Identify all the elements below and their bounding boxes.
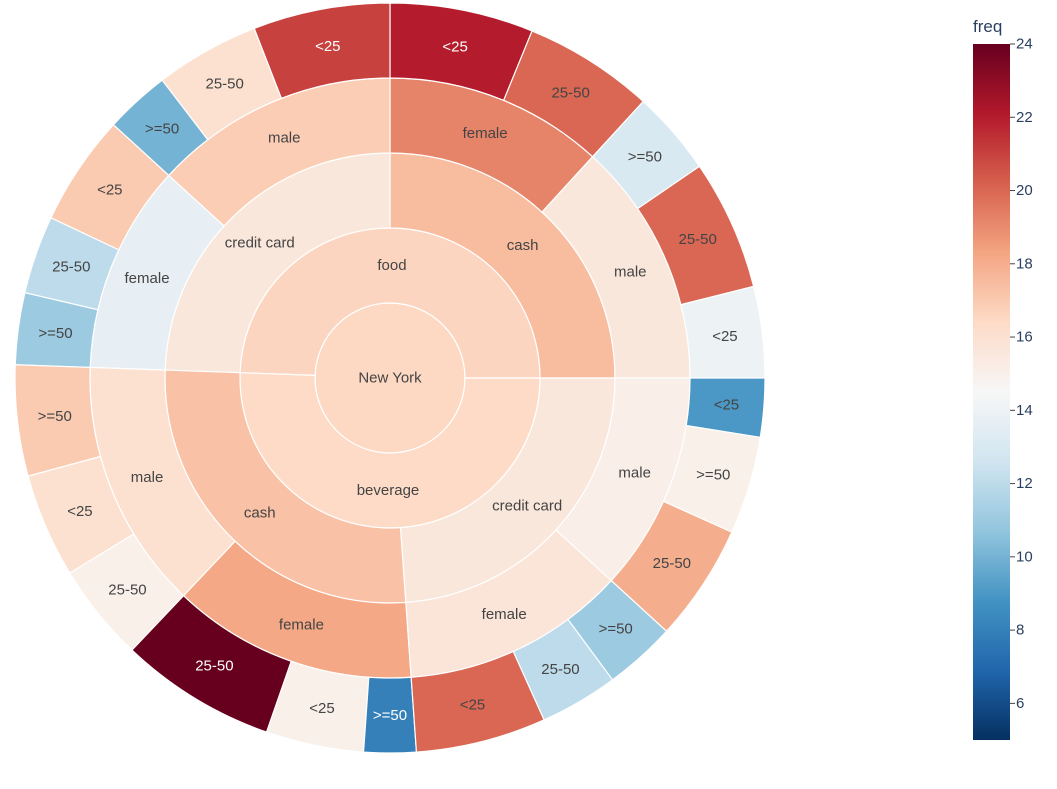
segment-beverage-credit-card-male-lt25[interactable] <box>685 377 766 439</box>
segment-label-food-credit-card-male-gte50: >=50 <box>145 121 179 138</box>
colorbar-tick-label: 18 <box>1016 255 1033 272</box>
segment-label-beverage-cash-female-25-50: 25-50 <box>195 658 233 675</box>
segment-label-beverage-credit-card-male-25-50: 25-50 <box>653 555 691 572</box>
colorbar-tick-label: 10 <box>1016 548 1033 565</box>
segment-label-food-credit-card-female-gte50: >=50 <box>38 325 72 342</box>
segment-label-beverage-cash-male-gte50: >=50 <box>38 408 72 425</box>
segment-label-food-cash-male-25-50: 25-50 <box>678 231 716 248</box>
segment-label-beverage-credit-card-female-gte50: >=50 <box>599 620 633 637</box>
colorbar-gradient <box>973 44 1010 740</box>
colorbar-tick-label: 20 <box>1016 182 1033 199</box>
segment-label-food-cash-female: female <box>463 125 508 142</box>
segment-label-food-credit-card-male: male <box>268 129 301 146</box>
segment-label-beverage: beverage <box>357 482 420 499</box>
segment-label-food-credit-card-female: female <box>125 270 170 287</box>
segment-label-beverage-cash-female: female <box>279 617 324 634</box>
segment-label-beverage-credit-card-male: male <box>618 465 651 482</box>
segment-label-beverage-cash-female-lt25: <25 <box>309 700 334 717</box>
colorbar-tick-label: 22 <box>1016 109 1033 126</box>
segment-label-food-cash-male-lt25: <25 <box>712 328 737 345</box>
segment-label-food-credit-card-female-25-50: 25-50 <box>52 258 90 275</box>
colorbar-title: freq <box>973 17 1002 36</box>
colorbar-tick-label: 8 <box>1016 622 1024 639</box>
segment-label-beverage-cash-male-25-50: 25-50 <box>108 582 146 599</box>
segment-label-food-credit-card: credit card <box>225 235 295 252</box>
segment-label-beverage-cash: cash <box>244 504 276 521</box>
colorbar-tick-label: 14 <box>1016 402 1033 419</box>
segment-label-food: food <box>377 257 406 274</box>
segment-label-beverage-credit-card-male-gte50: >=50 <box>696 466 730 483</box>
segment-label-food-credit-card-male-25-50: 25-50 <box>206 75 244 92</box>
segment-label-food-credit-card-female-lt25: <25 <box>97 181 122 198</box>
colorbar: freq 6 8 10 12 14 16 18 20 22 24 <box>973 17 1033 740</box>
segment-label-beverage-credit-card-male-lt25: <25 <box>714 396 739 413</box>
segment-label-food-credit-card-male-lt25: <25 <box>315 38 340 55</box>
segment-label-food-cash: cash <box>507 237 539 254</box>
segment-label-root: New York <box>358 370 422 387</box>
segment-label-beverage-credit-card-female-lt25: <25 <box>460 697 485 714</box>
segment-label-beverage-credit-card: credit card <box>492 497 562 514</box>
colorbar-tick-label: 12 <box>1016 475 1033 492</box>
segment-label-beverage-cash-male-lt25: <25 <box>67 503 92 520</box>
sunburst-rings: New York food cash male <25 25-50 >=50 female 25… <box>14 2 766 754</box>
segment-label-beverage-credit-card-female: female <box>482 606 527 623</box>
segment-label-food-cash-male-gte50: >=50 <box>628 148 662 165</box>
colorbar-tick-label: 6 <box>1016 695 1024 712</box>
segment-label-beverage-cash-female-gte50: >=50 <box>373 707 407 724</box>
colorbar-tick-label: 24 <box>1016 36 1033 53</box>
segment-label-beverage-credit-card-female-25-50: 25-50 <box>541 661 579 678</box>
segment-label-food-cash-female-lt25: <25 <box>442 38 467 55</box>
segment-label-food-cash-female-25-50: 25-50 <box>551 84 589 101</box>
segment-label-food-cash-male: male <box>614 264 647 281</box>
segment-label-beverage-cash-male: male <box>131 469 164 486</box>
colorbar-tick-label: 16 <box>1016 329 1033 346</box>
